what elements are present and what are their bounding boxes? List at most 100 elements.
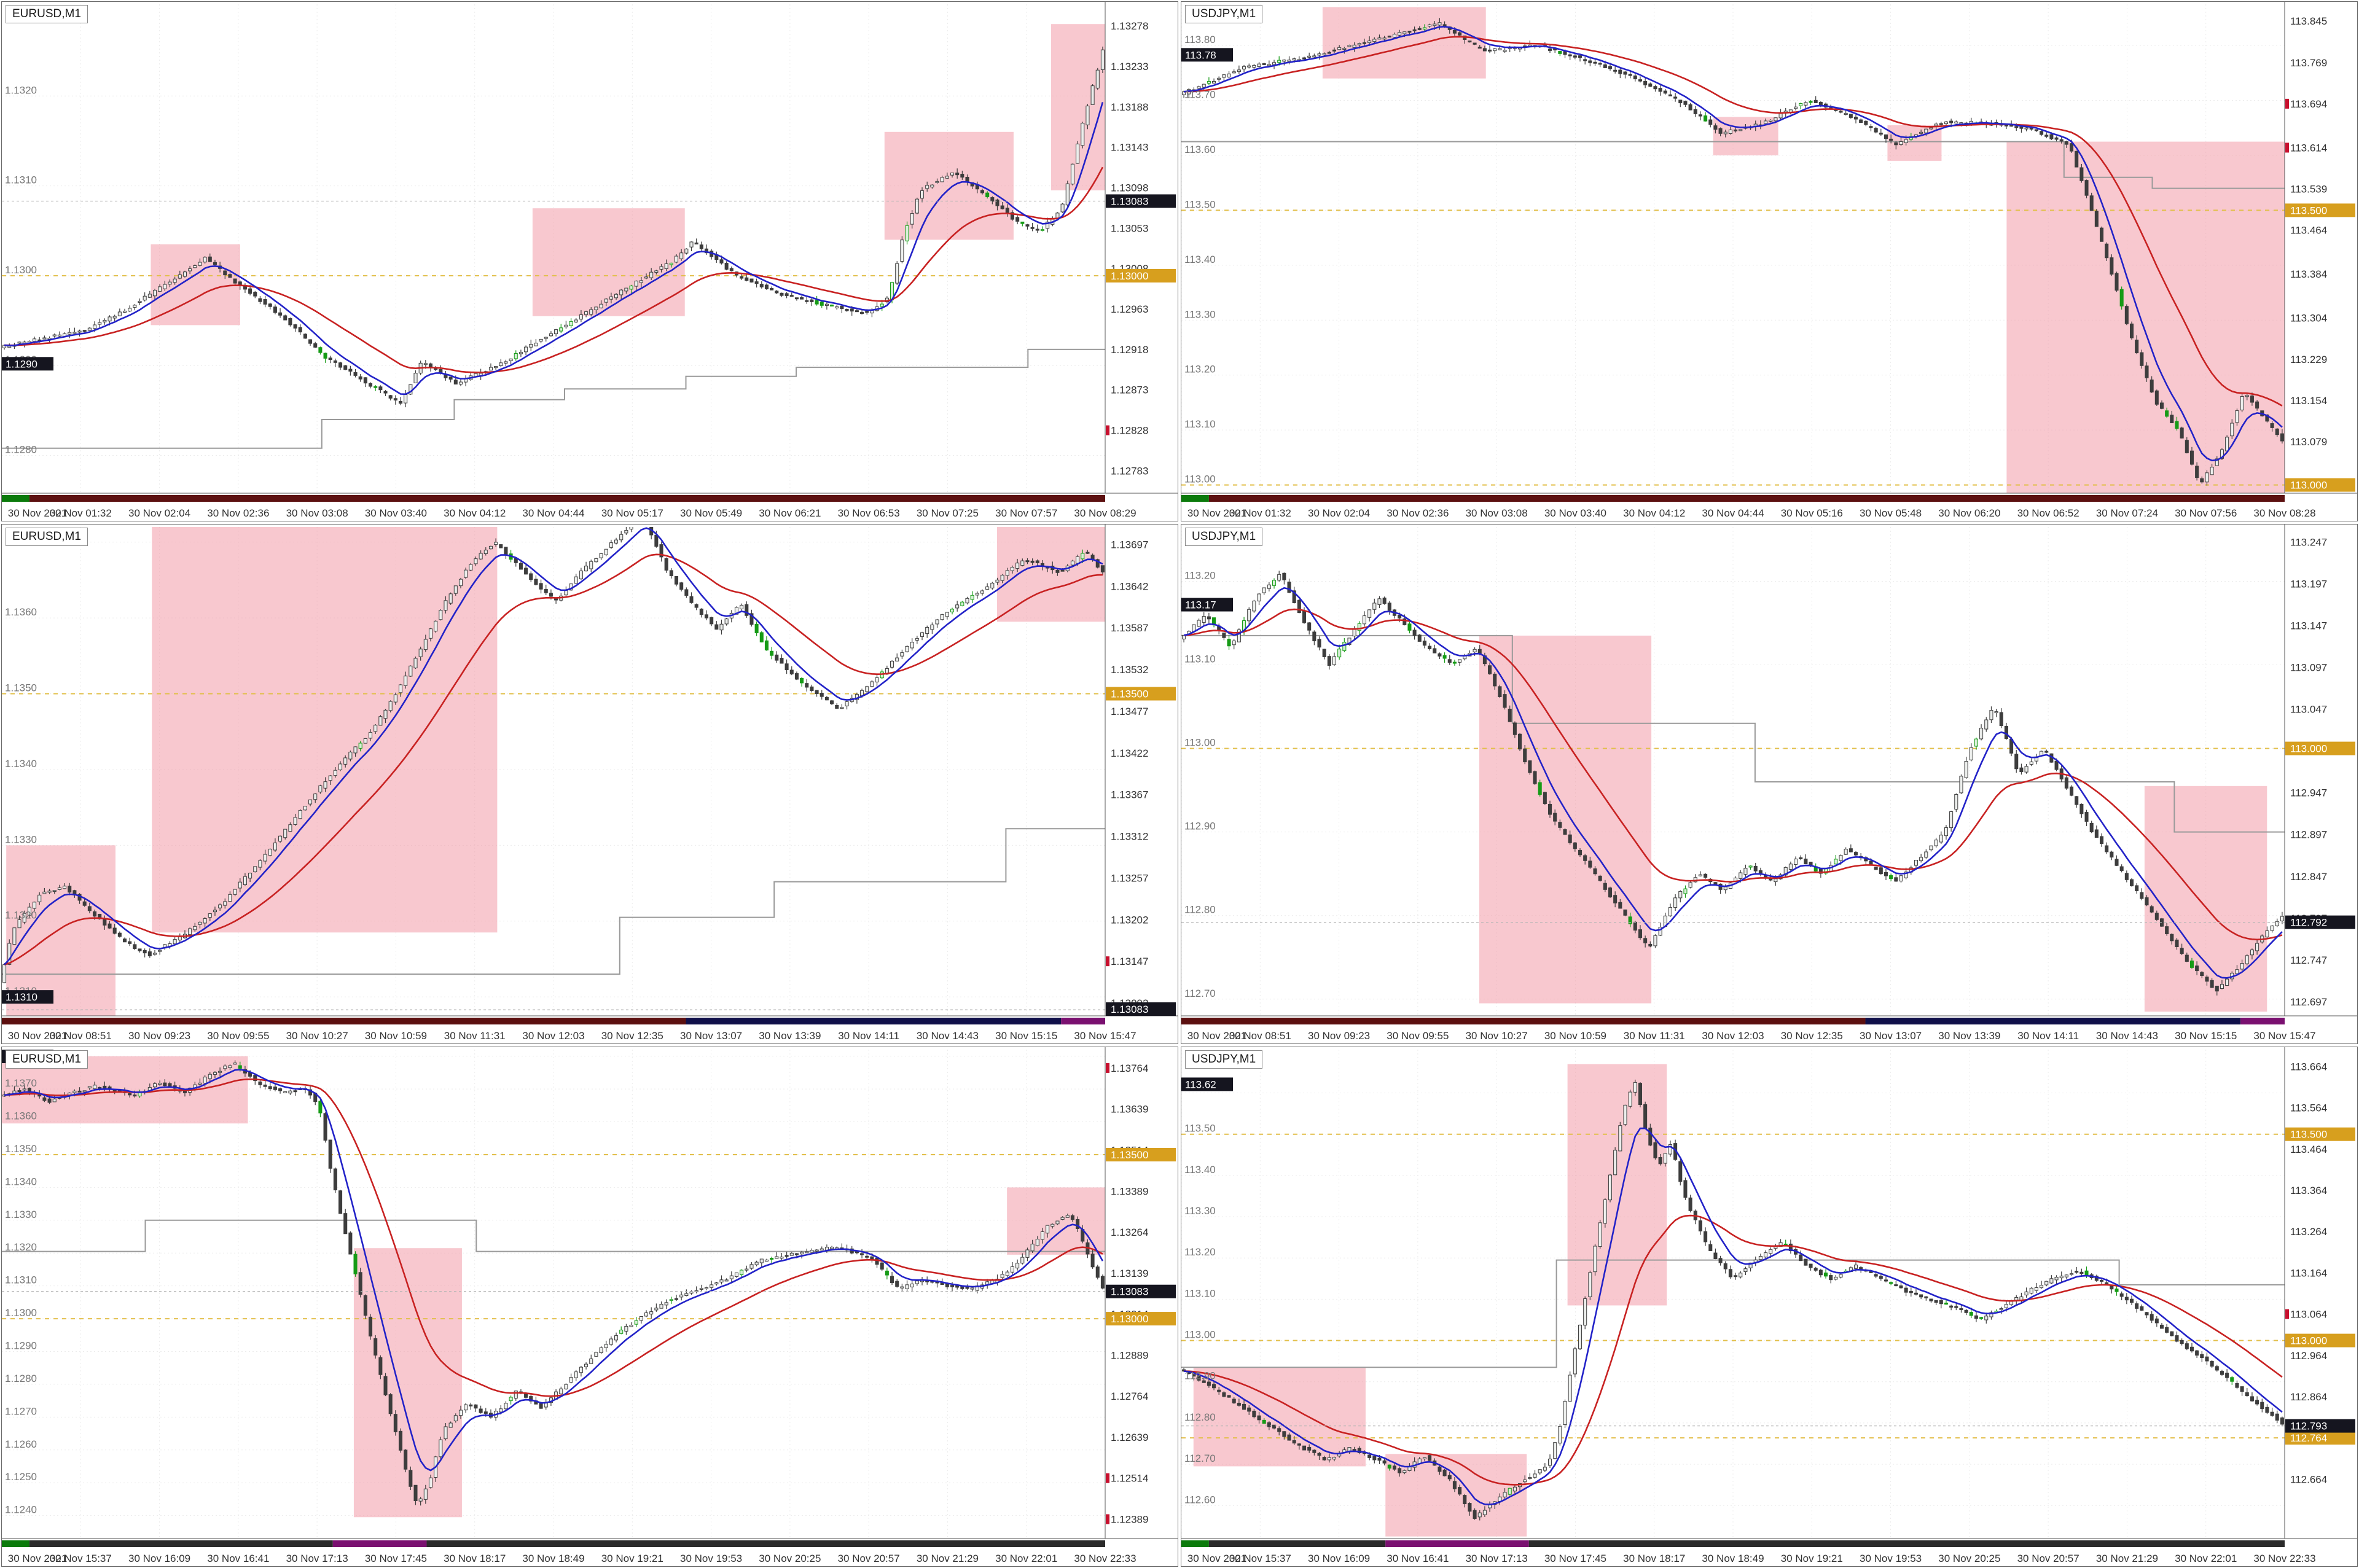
chart-canvas[interactable]: 113.247 113.197 113.147 113.097 113.047 112.9… [1181,525,2357,1043]
svg-text:1.1310: 1.1310 [5,174,37,186]
bid-price-badge [1106,1002,1176,1016]
indicator-strip [2,495,1105,502]
svg-text:1.12389: 1.12389 [1111,1513,1148,1525]
svg-text:30 Nov 06:53: 30 Nov 06:53 [838,507,900,519]
price-scale[interactable]: 1.13697 1.13642 1.13587 1.13532 1.13477 1.134… [1106,539,1176,1016]
svg-text:1.1290: 1.1290 [5,1340,37,1351]
svg-text:30 Nov 21:29: 30 Nov 21:29 [2096,1553,2158,1564]
chart-title: EURUSD,M1 [6,1050,88,1069]
svg-text:30 Nov 16:09: 30 Nov 16:09 [128,1553,190,1564]
svg-text:1.13764: 1.13764 [1111,1063,1148,1074]
left-price-badge [1181,48,1233,62]
svg-text:30 Nov 17:13: 30 Nov 17:13 [286,1553,348,1564]
scale-marker [2285,1309,2289,1319]
svg-text:30 Nov 2021: 30 Nov 2021 [1187,1030,1246,1042]
svg-text:1.13139: 1.13139 [1111,1268,1148,1279]
price-scale[interactable]: 1.132781.132331.131881.131431.130981.130… [1106,20,1176,477]
step-line [1181,634,2285,833]
svg-text:112.697: 112.697 [2290,996,2327,1008]
svg-text:1.13000: 1.13000 [1111,270,1148,282]
svg-text:30 Nov 04:12: 30 Nov 04:12 [1623,507,1685,519]
price-scale[interactable]: 1.137641.136391.135141.133891.132641.131… [1106,1063,1176,1526]
svg-text:30 Nov 03:08: 30 Nov 03:08 [1466,507,1528,519]
svg-text:1.1350: 1.1350 [5,682,37,694]
left-price-labels: 113.80 113.70 113.60 113.50 113.40 113.30 113.… [1181,34,1233,485]
ma-fast-line [4,527,1103,965]
svg-text:112.747: 112.747 [2290,954,2327,966]
step-line [2,828,1105,975]
price-scale[interactable]: 113.664 113.564 113.464 113.364 113.264 113.1… [2285,1061,2355,1486]
svg-text:30 Nov 03:08: 30 Nov 03:08 [286,507,348,519]
svg-text:1.1280: 1.1280 [5,444,37,456]
svg-text:1.1320: 1.1320 [5,1241,37,1253]
svg-text:113.694: 113.694 [2290,98,2327,110]
chart-panel-eurusd-3[interactable]: EURUSD,M1 1.13697 1.13642 1.13587 1.13532 1.1… [1,524,1178,1044]
svg-text:30 Nov 09:55: 30 Nov 09:55 [1387,1030,1449,1042]
chart-panel-usdjpy-6[interactable]: USDJPY,M1 113.664 113.564 113.464 113.364 113… [1181,1047,2358,1567]
svg-text:1.12828: 1.12828 [1111,425,1148,437]
round-number-lines [1181,209,2285,486]
svg-text:30 Nov 2021: 30 Nov 2021 [1187,1553,1246,1564]
svg-text:113.78: 113.78 [1185,49,1216,61]
svg-text:1.12639: 1.12639 [1111,1432,1148,1443]
ma-fast-line [4,1069,1104,1472]
svg-text:113.17: 113.17 [1185,599,1216,611]
svg-text:30 Nov 04:12: 30 Nov 04:12 [444,507,506,519]
left-price-labels: 113.60113.50113.40113.30113.20113.10113.… [1181,1077,1233,1505]
svg-text:112.90: 112.90 [1184,821,1216,832]
svg-text:113.079: 113.079 [2290,436,2327,448]
svg-text:30 Nov 19:53: 30 Nov 19:53 [1860,1553,1922,1564]
chart-canvas[interactable]: 113.845 113.769 113.694 113.614 113.539 113.4… [1181,2,2357,521]
indicator-strip [1181,1540,2285,1547]
svg-text:112.90: 112.90 [1184,1370,1216,1382]
svg-text:112.947: 112.947 [2290,787,2327,799]
chart-panel-usdjpy-2[interactable]: USDJPY,M1 113.845 113.769 113.694 113.614 113… [1181,1,2358,521]
chart-panel-usdjpy-4[interactable]: USDJPY,M1 113.247 113.197 113.147 113.097 113… [1181,524,2358,1044]
svg-text:1.1260: 1.1260 [5,1438,37,1450]
svg-text:113.60: 113.60 [1184,144,1216,155]
svg-text:1.12514: 1.12514 [1111,1473,1148,1484]
svg-text:30 Nov 22:01: 30 Nov 22:01 [2175,1553,2237,1564]
svg-text:1.13257: 1.13257 [1111,872,1148,884]
svg-text:113.80: 113.80 [1184,34,1216,45]
price-scale[interactable]: 113.247 113.197 113.147 113.097 113.047 112.9… [2285,536,2355,1008]
chart-canvas[interactable]: 1.132781.132331.131881.131431.130981.130… [2,2,1178,521]
chart-panel-eurusd-1[interactable]: EURUSD,M1 1.13278 1.13233 1.13188 1.13143 1.1… [1,1,1178,521]
highlight-zones [151,24,1105,326]
svg-text:30 Nov 17:13: 30 Nov 17:13 [1466,1553,1528,1564]
svg-text:30 Nov 05:49: 30 Nov 05:49 [680,507,742,519]
round-price-badge [1106,687,1176,701]
svg-text:30 Nov 12:35: 30 Nov 12:35 [1781,1030,1843,1042]
svg-text:1.13697: 1.13697 [1111,539,1148,550]
svg-text:30 Nov 20:25: 30 Nov 20:25 [759,1553,821,1564]
svg-text:1.13477: 1.13477 [1111,706,1148,717]
chart-panel-eurusd-5[interactable]: EURUSD,M1 1.137641.136391.135141.133891.1… [1,1047,1178,1567]
svg-text:1.13143: 1.13143 [1111,142,1148,154]
chart-canvas[interactable]: 113.664 113.564 113.464 113.364 113.264 113.1… [1181,1047,2357,1566]
left-price-badge [2,990,53,1004]
svg-text:113.10: 113.10 [1184,653,1216,665]
price-scale[interactable]: 113.845 113.769 113.694 113.614 113.539 113.4… [2285,15,2355,492]
highlight-zones [6,527,1105,1016]
svg-text:30 Nov 04:44: 30 Nov 04:44 [522,507,584,519]
svg-text:30 Nov 14:43: 30 Nov 14:43 [917,1030,979,1042]
chart-canvas[interactable]: 1.137641.136391.135141.133891.132641.131… [2,1047,1178,1566]
round-price-badge [2285,1333,2355,1348]
svg-text:113.00: 113.00 [1184,737,1216,749]
svg-text:113.197: 113.197 [2290,579,2327,590]
indicator-strip [1181,1018,2285,1024]
round-price-badge [1106,1312,1176,1326]
svg-text:30 Nov 08:28: 30 Nov 08:28 [2253,507,2315,519]
left-price-badge [2,357,53,371]
chart-canvas[interactable]: 1.13697 1.13642 1.13587 1.13532 1.13477 1.134… [2,525,1178,1043]
svg-text:113.10: 113.10 [1184,1287,1216,1299]
svg-text:113.845: 113.845 [2290,15,2327,27]
svg-text:30 Nov 14:11: 30 Nov 14:11 [2017,1030,2079,1042]
svg-text:30 Nov 08:51: 30 Nov 08:51 [1229,1030,1291,1042]
